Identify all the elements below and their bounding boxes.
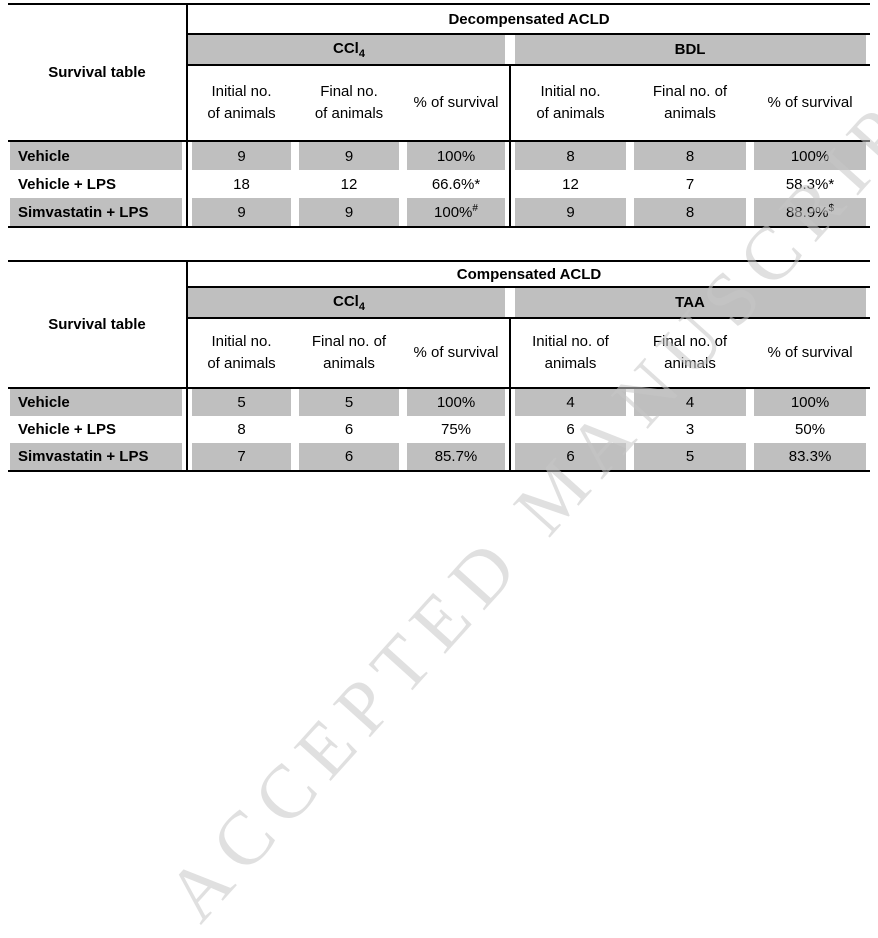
- data-cell: 100%: [750, 141, 871, 170]
- data-cell: 6: [295, 443, 403, 471]
- table-title: Compensated ACLD: [187, 261, 871, 288]
- column-header: Final no. of animals: [295, 65, 403, 142]
- data-cell: 6: [344, 421, 354, 438]
- data-cell: 7: [187, 443, 295, 471]
- column-header: Final no. of animals: [295, 318, 403, 389]
- row-label: Vehicle: [8, 141, 188, 170]
- compensated-acld-survival-table: Survival table Compensated ACLD CCl4 TAA Ini…: [8, 260, 871, 472]
- data-cell: 9: [295, 198, 403, 227]
- decompensated-acld-survival-table: Survival table Decompensated ACLD CCl4 BDL I…: [8, 3, 871, 228]
- table-row: Vehicle + LPS 18 12 66.6%* 12 7 58.3%*: [8, 170, 870, 198]
- table-title: Decompensated ACLD: [187, 4, 871, 35]
- data-cell: 8: [237, 421, 246, 438]
- column-header: Final no. of animals: [630, 318, 750, 389]
- table-body: Survival table Decompensated ACLD CCl4 BDL I…: [8, 4, 871, 227]
- column-header: % of survival: [403, 318, 511, 389]
- data-cell: 3: [685, 421, 695, 438]
- document-page: Survival table Decompensated ACLD CCl4 BDL I…: [8, 3, 871, 472]
- column-header: Initial no. of animals: [187, 318, 295, 389]
- data-cell: 6: [566, 421, 575, 438]
- data-cell: 100%#: [403, 198, 511, 227]
- data-cell: 75%: [403, 416, 511, 443]
- column-header: % of survival: [403, 65, 511, 142]
- data-cell: 66.6%*: [403, 170, 511, 198]
- table-row: Vehicle 9 9 100% 8 8 100%: [8, 141, 871, 170]
- table-row: Vehicle 5 5 100% 4 4 100%: [8, 388, 871, 416]
- data-cell: 5: [630, 443, 750, 471]
- column-header: Initial no. of animals: [510, 318, 630, 389]
- data-cell: 18: [233, 175, 250, 193]
- chemical-subscript: 4: [358, 47, 365, 60]
- data-cell: 9: [187, 198, 295, 227]
- table-row: Simvastatin + LPS 9 9 100%# 9 8 88.9%$: [8, 198, 871, 227]
- data-cell: 100%: [403, 141, 511, 170]
- data-cell: 8: [630, 198, 750, 227]
- data-cell: 9: [295, 141, 403, 170]
- table-row: Vehicle + LPS 8 6 75% 6 3 50%: [8, 416, 870, 443]
- data-cell: 50%: [795, 421, 826, 438]
- data-cell: 8: [510, 141, 630, 170]
- row-label: Vehicle + LPS: [8, 170, 188, 198]
- group-header-ccl: CCl4: [187, 287, 510, 319]
- data-cell: 8: [630, 141, 750, 170]
- data-cell: 7: [685, 175, 695, 193]
- column-header: % of survival: [750, 65, 871, 142]
- row-label: Vehicle + LPS: [8, 416, 188, 443]
- corner-label: Survival table: [8, 261, 188, 389]
- data-cell: 12: [562, 175, 579, 193]
- significance-marker: $: [828, 202, 835, 214]
- data-cell: 88.9%$: [750, 198, 871, 227]
- data-cell: 9: [510, 198, 630, 227]
- data-cell: 5: [187, 388, 295, 416]
- column-header: Initial no. of animals: [510, 65, 630, 142]
- corner-label: Survival table: [8, 4, 188, 142]
- data-cell: 5: [295, 388, 403, 416]
- data-cell: 9: [187, 141, 295, 170]
- table-body: Survival table Compensated ACLD CCl4 TAA Ini…: [8, 261, 871, 471]
- column-header: % of survival: [750, 318, 871, 389]
- data-cell: 100%: [750, 388, 871, 416]
- data-cell: 12: [340, 175, 358, 193]
- group-header-bdl: BDL: [510, 34, 871, 66]
- significance-marker: #: [472, 202, 478, 214]
- column-header: Final no. of animals: [630, 65, 750, 142]
- row-label: Simvastatin + LPS: [8, 198, 188, 227]
- column-header: Initial no. of animals: [187, 65, 295, 142]
- data-cell: 4: [510, 388, 630, 416]
- data-cell: 6: [510, 443, 630, 471]
- chemical-subscript: 4: [358, 300, 365, 313]
- data-cell: 58.3%*: [785, 175, 835, 193]
- group-header-taa: TAA: [510, 287, 871, 319]
- data-cell: 4: [630, 388, 750, 416]
- data-cell: 83.3%: [750, 443, 871, 471]
- group-header-ccl: CCl4: [187, 34, 510, 66]
- data-cell: 85.7%: [403, 443, 511, 471]
- row-label: Vehicle: [8, 388, 188, 416]
- data-cell: 100%: [403, 388, 511, 416]
- row-label: Simvastatin + LPS: [8, 443, 188, 471]
- table-row: Simvastatin + LPS 7 6 85.7% 6 5 83.3%: [8, 443, 871, 471]
